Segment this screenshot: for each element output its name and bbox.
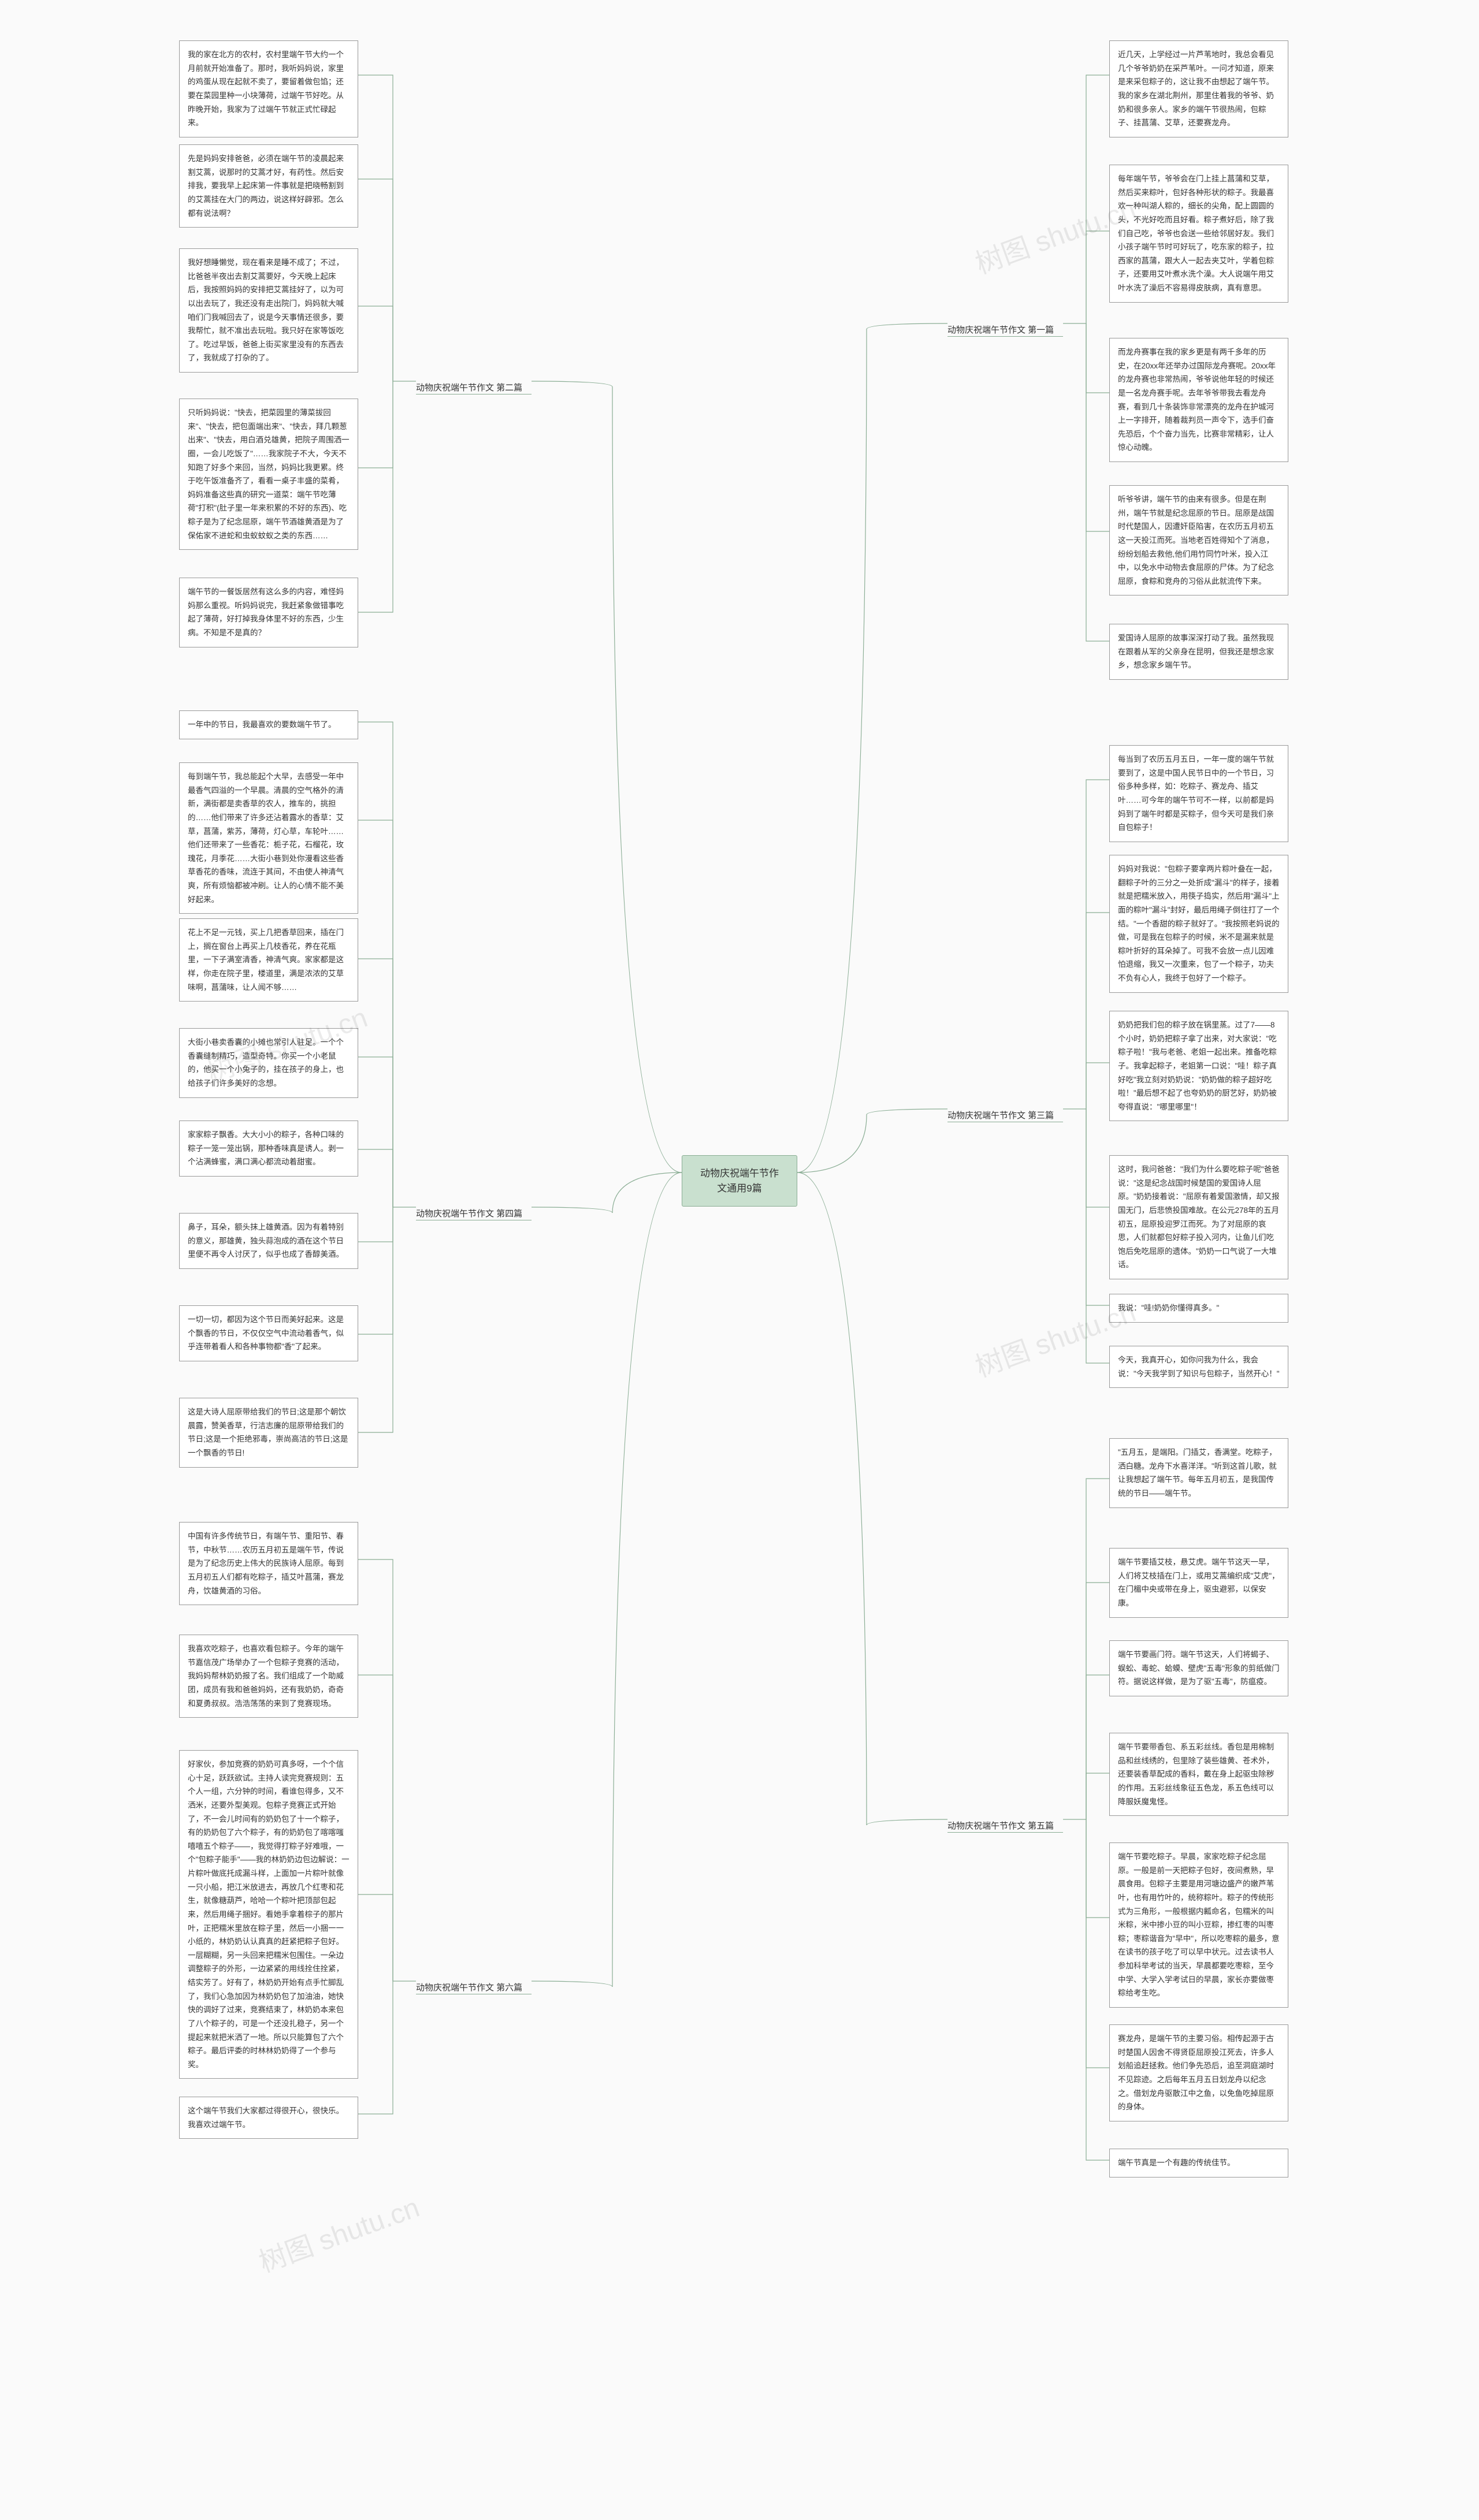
leaf-node: 每当到了农历五月五日，一年一度的端午节就要到了，这是中国人民节日中的一个节日，习… xyxy=(1109,745,1288,842)
branch-underline xyxy=(947,1832,1063,1833)
branch-label: 动物庆祝端午节作文 第四篇 xyxy=(416,1207,522,1219)
leaf-node: 近几天，上学经过一片芦苇地时，我总会看见几个爷爷奶奶在采芦苇叶。一问才知道，原来… xyxy=(1109,40,1288,137)
leaf-node: 而龙舟赛事在我的家乡更是有两千多年的历史，在20xx年还举办过国际龙舟赛呢。20… xyxy=(1109,338,1288,462)
leaf-node: 这是大诗人屈原带给我们的节日;这是那个朝饮晨露，赞美香草，行洁志廉的屈原带给我们… xyxy=(179,1398,358,1468)
branch-label: 动物庆祝端午节作文 第三篇 xyxy=(947,1109,1054,1121)
leaf-node: 每到端午节，我总能起个大早，去感受一年中最香气四溢的一个早晨。清晨的空气格外的清… xyxy=(179,762,358,914)
leaf-node: 这个端午节我们大家都过得很开心，很快乐。我喜欢过端午节。 xyxy=(179,2097,358,2139)
leaf-node: 端午节的一餐饭居然有这么多的内容，难怪妈妈那么重视。听妈妈说完，我赶紧象做错事吃… xyxy=(179,578,358,647)
leaf-node: 一年中的节日，我最喜欢的要数端午节了。 xyxy=(179,710,358,739)
leaf-node: 只听妈妈说："快去，把菜园里的薄菜拔回来"、"快去，把包面端出来"、"快去，拜几… xyxy=(179,399,358,550)
leaf-node: 今天，我真开心，如你问我为什么，我会说："今天我学到了知识与包粽子，当然开心！" xyxy=(1109,1346,1288,1388)
leaf-node: 端午节要带香包、系五彩丝线。香包是用棉制品和丝线绣的，包里除了装些雄黄、苍术外，… xyxy=(1109,1733,1288,1816)
leaf-node: 我的家在北方的农村，农村里端午节大约一个月前就开始准备了。那时，我听妈妈说，家里… xyxy=(179,40,358,137)
leaf-node: 中国有许多传统节日，有端午节、重阳节、春节，中秋节……农历五月初五是端午节，传说… xyxy=(179,1522,358,1605)
leaf-node: 爱国诗人屈原的故事深深打动了我。虽然我现在跟着从军的父亲身在昆明，但我还是想念家… xyxy=(1109,624,1288,680)
leaf-node: 一切一切，都因为这个节日而美好起来。这是个飘香的节日，不仅仅空气中流动着香气，似… xyxy=(179,1305,358,1361)
leaf-node: 大街小巷卖香囊的小摊也常引人驻足。一个个香囊缝制精巧，造型奇特。你买一个小老鼠的… xyxy=(179,1028,358,1098)
leaf-node: 鼻子，耳朵，额头抹上雄黄酒。因为有着特别的意义，那雄黄，独头蒜泡成的酒在这个节日… xyxy=(179,1213,358,1269)
leaf-node: 花上不足一元钱，买上几把香草回来，插在门上，搁在窗台上再买上几枝香花，养在花瓶里… xyxy=(179,918,358,1002)
watermark: 树图 shutu.cn xyxy=(252,2184,424,2280)
leaf-node: 端午节真是一个有趣的传统佳节。 xyxy=(1109,2149,1288,2177)
leaf-node: 我说："哇!奶奶你懂得真多。" xyxy=(1109,1294,1288,1323)
branch-label: 动物庆祝端午节作文 第六篇 xyxy=(416,1981,522,1993)
leaf-node: 先是妈妈安排爸爸，必须在端午节的凌晨起来割艾蒿，说那时的艾蒿才好，有药性。然后安… xyxy=(179,144,358,228)
branch-label: 动物庆祝端午节作文 第二篇 xyxy=(416,381,522,393)
branch-label: 动物庆祝端午节作文 第一篇 xyxy=(947,323,1054,336)
leaf-node: 每年端午节，爷爷会在门上挂上菖蒲和艾草，然后买来粽叶，包好各种形状的粽子。我最喜… xyxy=(1109,165,1288,303)
leaf-node: "五月五，是端阳。门插艾，香满堂。吃粽子，洒白糖。龙舟下水喜洋洋。"听到这首儿歌… xyxy=(1109,1438,1288,1508)
leaf-node: 听爷爷讲，端午节的由来有很多。但是在荆州，端午节就是纪念屈原的节日。屈原是战国时… xyxy=(1109,485,1288,595)
leaf-node: 我喜欢吃粽子，也喜欢看包粽子。今年的端午节嘉信茂广场举办了一个包粽子竞赛的活动，… xyxy=(179,1635,358,1718)
leaf-node: 端午节要吃粽子。早晨，家家吃粽子纪念屈原。一般是前一天把粽子包好，夜间煮熟，早晨… xyxy=(1109,1842,1288,2008)
leaf-node: 我好想睡懒觉，现在看来是睡不成了；不过，比爸爸半夜出去割艾蒿要好，今天晚上起床后… xyxy=(179,248,358,373)
leaf-node: 这时，我问爸爸："我们为什么要吃粽子呢"爸爸说："这是纪念战国时候楚国的爱国诗人… xyxy=(1109,1155,1288,1279)
center-node: 动物庆祝端午节作文通用9篇 xyxy=(682,1155,797,1207)
leaf-node: 妈妈对我说："包粽子要拿两片粽叶叠在一起，翻粽子叶的三分之一处折成"漏斗"的样子… xyxy=(1109,855,1288,993)
leaf-node: 端午节要插艾枝，悬艾虎。端午节这天一早，人们将艾枝插在门上，或用艾蒿编织成"艾虎… xyxy=(1109,1548,1288,1618)
branch-underline xyxy=(947,336,1063,337)
leaf-node: 端午节要画门符。端午节这天，人们将蝎子、蜈蚣、毒蛇、蛤蟆、壁虎"五毒"形象的剪纸… xyxy=(1109,1640,1288,1696)
branch-label: 动物庆祝端午节作文 第五篇 xyxy=(947,1819,1054,1832)
leaf-node: 奶奶把我们包的粽子放在锅里蒸。过了7——8个小时，奶奶把粽子拿了出来，对大家说：… xyxy=(1109,1011,1288,1121)
leaf-node: 家家粽子飘香。大大小小的粽子，各种口味的粽子一笼一笼出锅，那种香味真是诱人。剥一… xyxy=(179,1121,358,1177)
leaf-node: 好家伙，参加竞赛的奶奶可真多呀，一个个信心十足，跃跃欲试。主持人读完竞赛规则：五… xyxy=(179,1750,358,2079)
leaf-node: 赛龙舟，是端午节的主要习俗。相传起源于古时楚国人因舍不得贤臣屈原投江死去，许多人… xyxy=(1109,2024,1288,2121)
